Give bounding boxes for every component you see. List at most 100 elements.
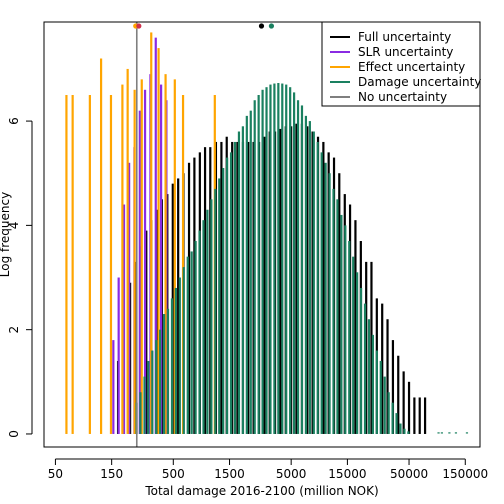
- bar-slr: [138, 110, 141, 434]
- bar-full: [370, 261, 373, 434]
- bar-damage: [340, 214, 343, 434]
- x-tick-label: 50000: [390, 467, 428, 481]
- bar-damage: [324, 162, 327, 434]
- y-tick-label: 0: [7, 430, 21, 438]
- bar-damage: [344, 225, 347, 434]
- bar-effect: [164, 74, 167, 434]
- y-axis-label: Log frequency: [0, 192, 12, 277]
- bar-full: [413, 397, 416, 434]
- bar-damage: [296, 100, 300, 434]
- bar-damage: [399, 423, 402, 434]
- bar-damage: [186, 256, 189, 434]
- bar-damage: [285, 84, 288, 434]
- bar-damage: [332, 188, 335, 434]
- bar-damage: [277, 83, 280, 434]
- bar-damage: [312, 131, 315, 434]
- bar-damage: [356, 272, 359, 434]
- y-tick-label: 4: [7, 222, 21, 230]
- bar-effect: [88, 95, 91, 434]
- bar-slr: [128, 162, 131, 434]
- bar-full: [263, 136, 266, 434]
- bar-damage: [336, 199, 339, 434]
- bar-damage: [237, 131, 241, 434]
- bar-slr: [154, 37, 157, 434]
- bar-none: [135, 22, 138, 447]
- bar-full: [365, 261, 368, 434]
- bar-damage: [249, 110, 252, 434]
- bar-damage: [316, 141, 319, 434]
- bar-damage: [269, 84, 272, 434]
- bar-damage: [289, 87, 292, 434]
- bar-effect: [133, 89, 136, 434]
- bar-damage: [375, 350, 378, 434]
- bar-effect: [157, 48, 160, 434]
- bars-layer: [65, 22, 469, 447]
- bar-damage: [273, 83, 276, 434]
- bar-damage: [265, 87, 268, 434]
- bar-slr: [143, 89, 147, 434]
- bar-full: [402, 371, 405, 434]
- bar-damage: [304, 115, 308, 434]
- bar-damage: [222, 168, 225, 434]
- bar-damage: [387, 392, 390, 434]
- bar-damage: [182, 267, 185, 434]
- bar-full: [220, 141, 223, 434]
- bar-full: [306, 126, 309, 434]
- x-tick-label: 500: [162, 467, 185, 481]
- bar-full: [311, 131, 314, 434]
- bar-damage: [352, 256, 355, 434]
- y-axis: 0 2 4 6: [7, 117, 33, 438]
- y-tick-label: 2: [7, 326, 21, 334]
- bar-damage: [241, 126, 244, 434]
- bar-slr: [159, 84, 163, 434]
- legend-label: SLR uncertainty: [358, 45, 453, 59]
- bar-damage: [448, 432, 451, 434]
- bar-full: [177, 178, 180, 434]
- x-tick-label: 150000: [442, 467, 488, 481]
- bar-full: [407, 381, 411, 434]
- x-axis-label: Total damage 2016-2100 (million NOK): [144, 484, 378, 498]
- bar-damage: [214, 188, 217, 434]
- bar-damage: [320, 152, 323, 434]
- bar-damage: [359, 287, 363, 434]
- bar-slr: [122, 204, 126, 434]
- bar-full: [247, 141, 250, 434]
- bar-effect: [71, 95, 74, 434]
- bar-damage: [190, 251, 193, 434]
- x-tick-label: 15000: [328, 467, 366, 481]
- x-tick-label: 5000: [276, 467, 307, 481]
- bar-damage: [407, 431, 410, 434]
- bar-damage: [403, 428, 406, 434]
- y-tick-label: 6: [7, 117, 21, 125]
- bar-full: [418, 397, 421, 434]
- bar-damage: [383, 376, 386, 434]
- bar-damage: [170, 298, 174, 434]
- bar-damage: [367, 319, 371, 434]
- bar-damage: [226, 157, 229, 434]
- bar-damage: [300, 105, 304, 434]
- bar-slr: [112, 340, 115, 434]
- bar-damage: [202, 220, 205, 434]
- bar-full: [322, 141, 325, 434]
- bar-damage: [178, 277, 181, 434]
- bar-slr: [117, 277, 120, 434]
- bar-effect: [173, 79, 176, 434]
- bar-damage: [281, 83, 284, 434]
- bar-full: [193, 157, 196, 434]
- bar-damage: [253, 100, 256, 434]
- mean-markers-layer: [133, 23, 275, 29]
- bar-damage: [395, 413, 398, 434]
- legend-label: Effect uncertainty: [358, 60, 465, 74]
- bar-effect: [109, 95, 113, 434]
- bar-effect: [65, 95, 68, 434]
- bar-damage: [174, 287, 177, 434]
- bar-damage: [465, 432, 469, 434]
- bar-full: [145, 230, 148, 434]
- x-tick-label: 50: [48, 467, 63, 481]
- legend-label: Damage uncertainty: [358, 75, 481, 89]
- bar-damage: [218, 178, 221, 434]
- mean-marker: [136, 23, 142, 29]
- bar-full: [295, 123, 298, 434]
- bar-full: [354, 220, 357, 434]
